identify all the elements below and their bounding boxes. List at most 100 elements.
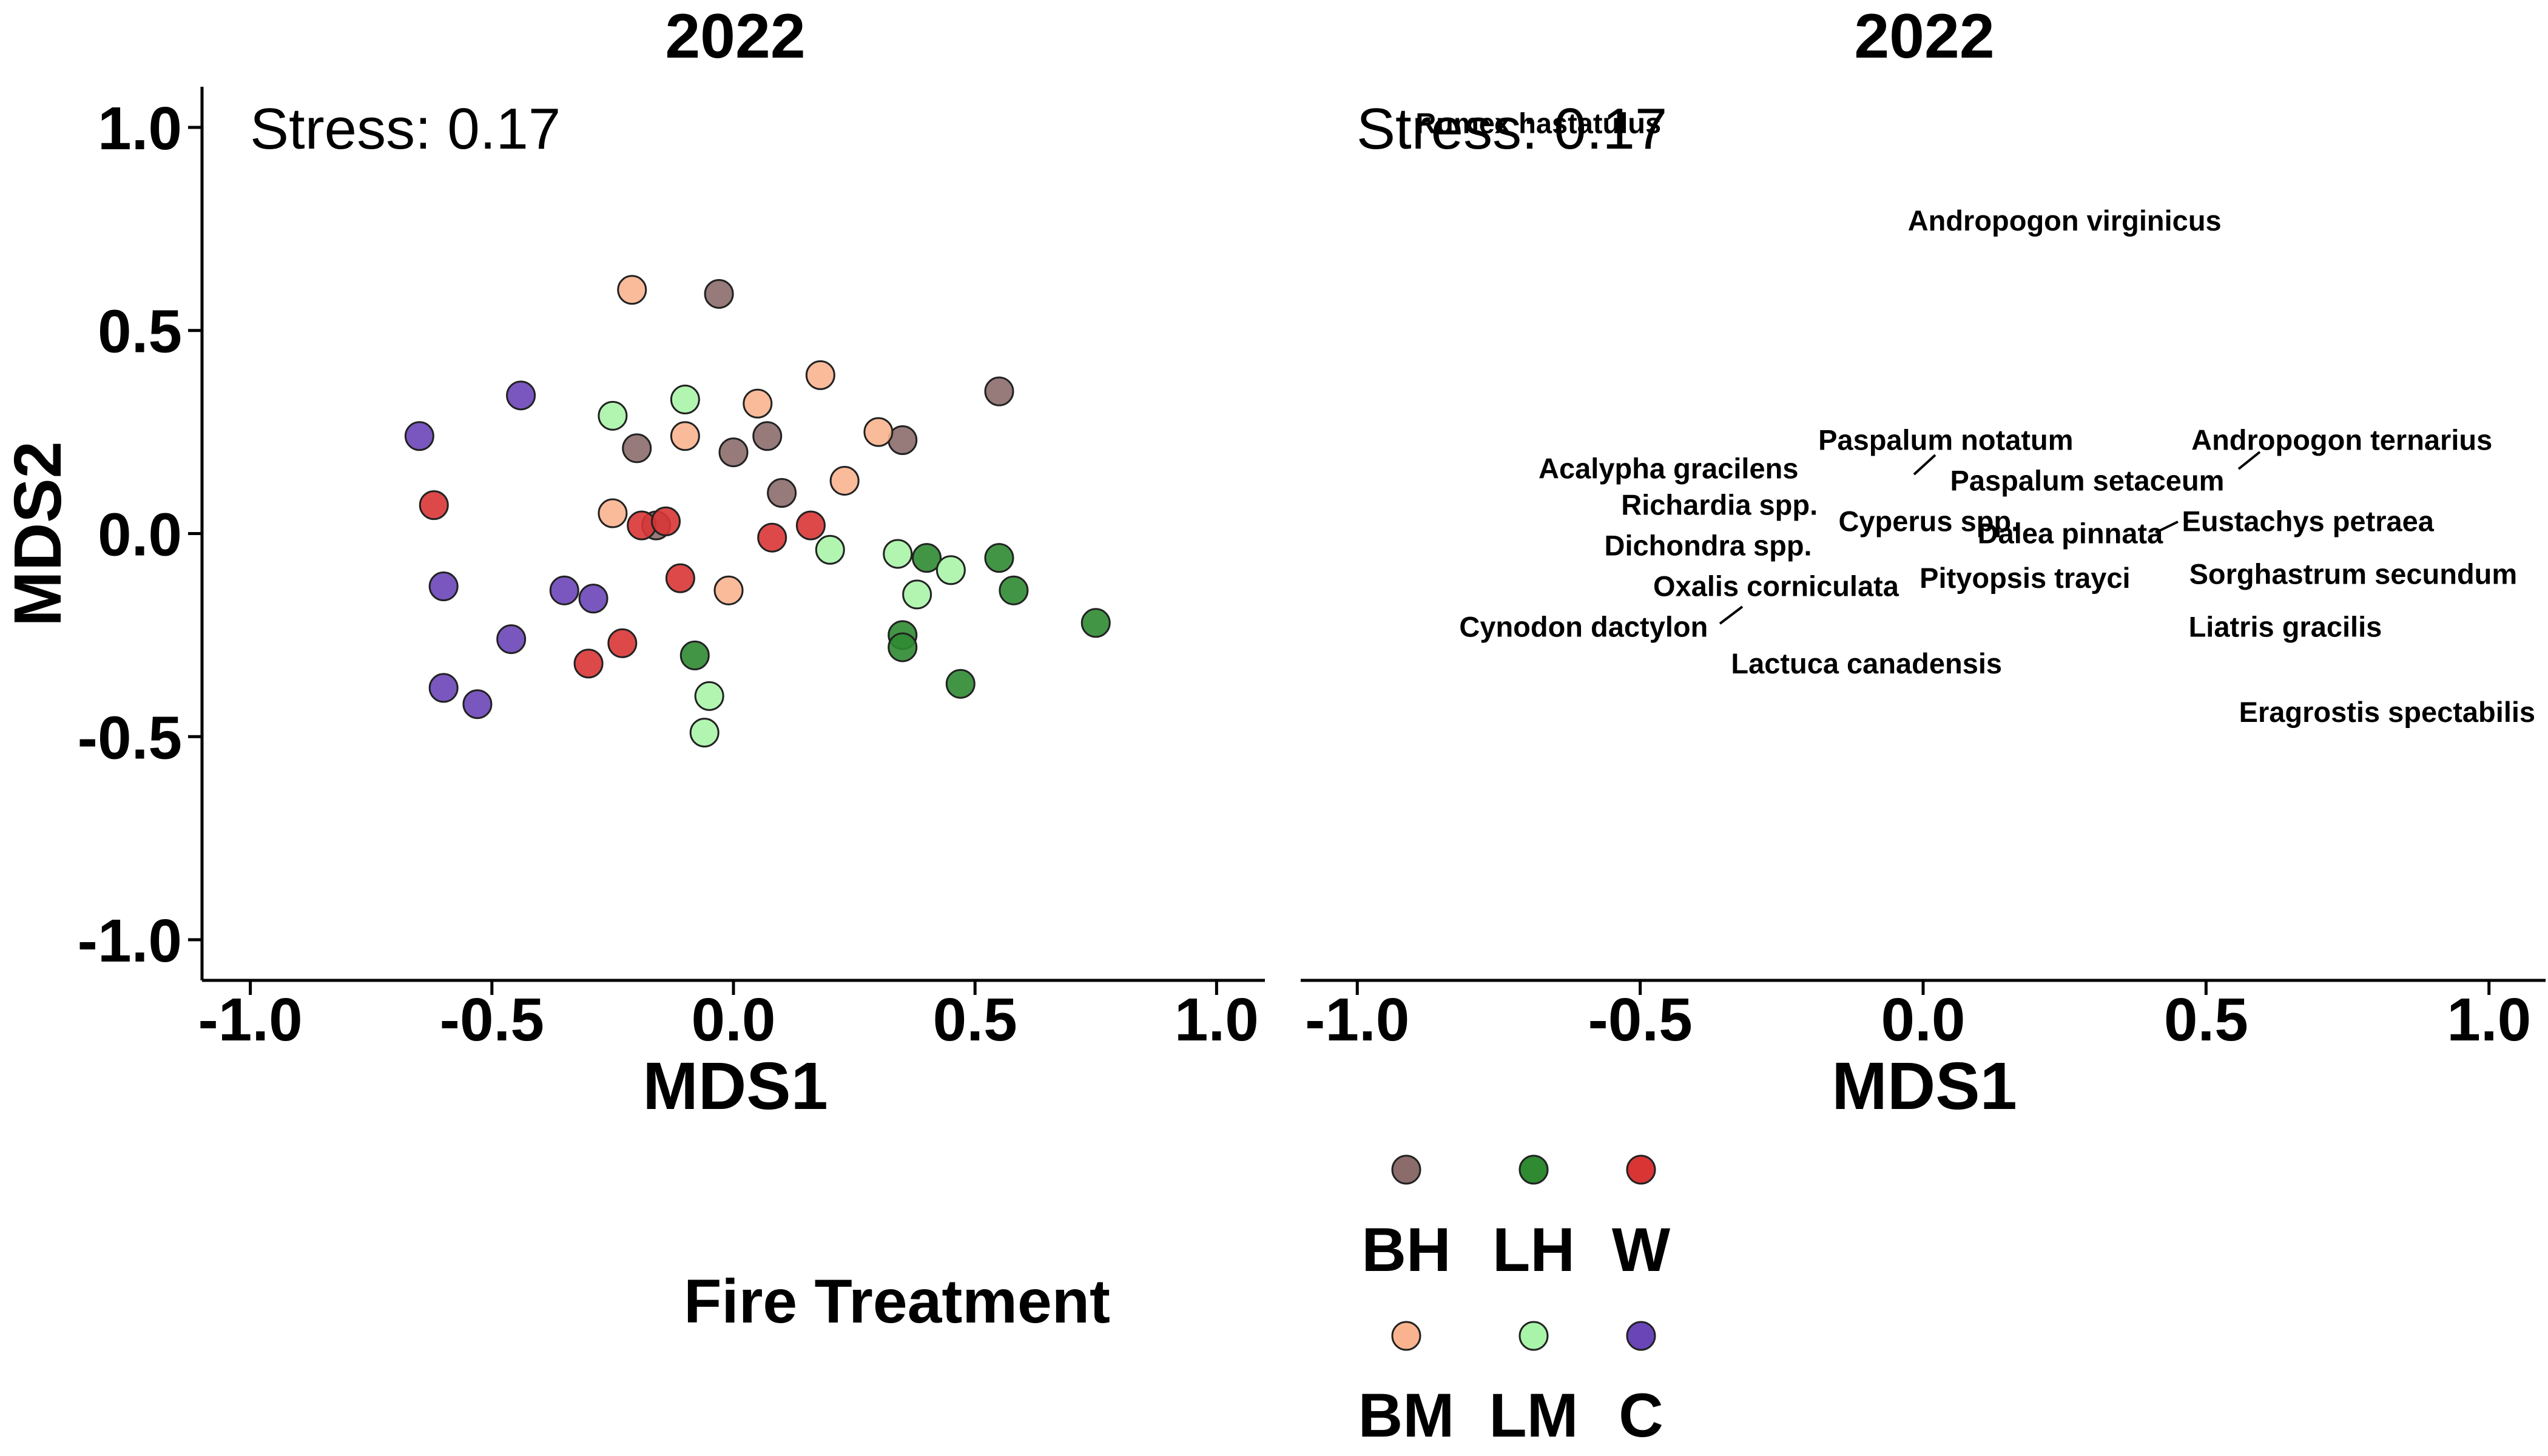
x-tick-label: -1.0 [1305, 986, 1409, 1054]
point-c [428, 571, 459, 602]
point-lm [902, 579, 932, 610]
left-points [404, 275, 1111, 748]
species-label: Lactuca canadensis [1731, 647, 2002, 679]
leader-line [1913, 454, 1936, 476]
left-x-ticks: -1.0 -0.5 0.0 0.5 1.0 [198, 980, 1259, 1054]
point-bh [752, 421, 783, 451]
leader-line [2237, 451, 2261, 470]
x-tick-label: 1.0 [1175, 986, 1259, 1054]
point-w [651, 506, 681, 536]
left-y-axis-title: MDS2 [1, 441, 75, 627]
x-tick-label: 0.5 [2164, 986, 2248, 1054]
y-tick-label: -1.0 [78, 907, 182, 975]
x-tick-label: -0.5 [440, 986, 544, 1054]
point-bh [704, 278, 734, 309]
point-bm [713, 575, 744, 605]
point-c [462, 689, 493, 720]
species-label: Liatris gracilis [2189, 610, 2382, 642]
point-w [665, 563, 695, 593]
legend-title: Fire Treatment [684, 1267, 1110, 1336]
point-w [627, 510, 657, 541]
point-lm [935, 555, 966, 585]
point-bm [670, 421, 700, 451]
legend-key-lm [1518, 1321, 1549, 1351]
point-c [549, 575, 579, 605]
legend-label-c: C [1619, 1381, 1663, 1450]
left-stress-label: Stress: 0.17 [250, 96, 561, 161]
point-lm [883, 539, 913, 569]
point-lh [945, 669, 976, 699]
legend-label-lm: LM [1489, 1381, 1578, 1450]
point-bm [863, 417, 894, 447]
legend-key-lh [1518, 1154, 1549, 1185]
species-label: Rumex hastatulus [1415, 107, 1661, 139]
point-bh [984, 376, 1014, 406]
point-c [428, 673, 459, 703]
point-lm [689, 718, 720, 748]
species-label: Eustachys petraea [2182, 505, 2435, 537]
species-label: Paspalum notatum [1818, 424, 2073, 456]
right-panel-title: 2022 [1854, 1, 1994, 72]
point-lm [598, 400, 628, 431]
right-leader-lines [1719, 451, 2261, 625]
x-tick-label: 0.5 [933, 986, 1017, 1054]
species-label: Richardia spp. [1621, 489, 1818, 521]
point-bm [829, 465, 860, 496]
leader-line [1719, 605, 1744, 625]
y-tick-label: 1.0 [98, 95, 182, 163]
x-tick-label: -1.0 [198, 986, 302, 1054]
left-panel-title: 2022 [665, 1, 805, 72]
point-bm [805, 360, 835, 390]
left-panel: 2022 1.00.50.0-0.5-1.0 -1.0 -0.5 0.0 0.5 1.0… [1, 1, 1265, 1124]
point-lh [984, 543, 1014, 573]
point-lm [815, 534, 845, 565]
x-tick-label: 1.0 [2447, 986, 2531, 1054]
point-w [795, 510, 826, 541]
left-y-ticks: 1.0 0.5 0.0 -0.5 -1.0 [78, 95, 202, 975]
right-stress-label: Stress: 0.17 [1357, 96, 1667, 161]
right-species-labels: Rumex hastatulus Andropogon virginicus Pas… [1415, 107, 2535, 728]
right-x-axis-title: MDS1 [1832, 1049, 2017, 1124]
point-lh [679, 640, 710, 670]
point-bm [598, 498, 628, 528]
x-tick-label: -0.5 [1588, 986, 1692, 1054]
right-panel: 2022 -1.0 -0.5 0.0 0.5 1.0 Stress: 0.17 Rume… [1301, 1, 2546, 1124]
species-label: Cynodon dactylon [1459, 610, 1708, 642]
x-tick-label: 0.0 [691, 986, 775, 1054]
species-label: Dalea pinnata [1978, 517, 2163, 550]
point-lh [1080, 608, 1111, 638]
point-lh [999, 575, 1029, 605]
species-label: Sorghastrum secundum [2189, 558, 2518, 590]
point-bm [617, 275, 647, 305]
legend-label-bh: BH [1361, 1215, 1451, 1284]
species-label: Eragrostis spectabilis [2239, 696, 2535, 728]
point-bm [743, 388, 773, 419]
point-lh [888, 632, 918, 662]
species-label: Andropogon virginicus [1908, 204, 2222, 237]
point-c [496, 624, 527, 655]
x-tick-label: 0.0 [1881, 986, 1965, 1054]
legend-label-lh: LH [1492, 1215, 1575, 1284]
point-bh [622, 433, 652, 463]
point-c [404, 421, 434, 451]
y-tick-label: 0.5 [98, 298, 182, 366]
y-tick-label: -0.5 [78, 704, 182, 772]
point-lm [694, 681, 724, 711]
right-x-ticks: -1.0 -0.5 0.0 0.5 1.0 [1305, 980, 2531, 1054]
species-label: Andropogon ternarius [2191, 424, 2492, 456]
species-label: Paspalum setaceum [1950, 464, 2225, 496]
species-label: Acalypha gracilens [1539, 452, 1798, 484]
y-tick-label: 0.0 [98, 501, 182, 569]
legend-key-w [1626, 1154, 1656, 1185]
leader-line [2155, 521, 2179, 534]
point-w [573, 649, 604, 679]
legend-key-bm [1391, 1321, 1421, 1351]
legend: Fire Treatment BH LH W BM LM C [684, 1154, 1671, 1450]
point-lm [670, 385, 700, 415]
left-x-axis-title: MDS1 [642, 1049, 828, 1124]
point-c [506, 380, 536, 411]
legend-label-bm: BM [1358, 1381, 1455, 1450]
point-c [578, 584, 608, 614]
legend-label-w: W [1612, 1215, 1671, 1284]
